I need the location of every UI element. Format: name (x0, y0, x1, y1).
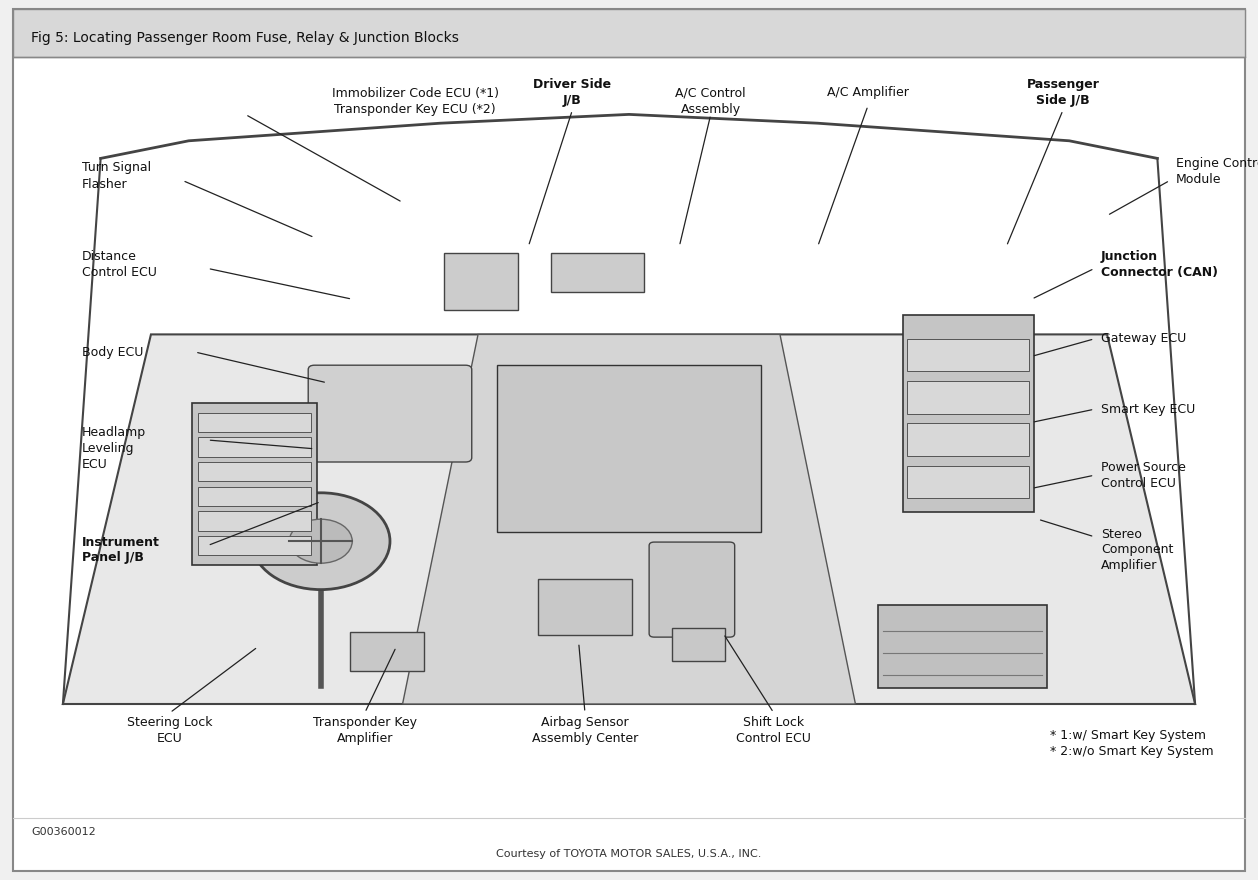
Text: A/C Control
Assembly: A/C Control Assembly (676, 87, 746, 115)
FancyBboxPatch shape (903, 315, 1034, 512)
Polygon shape (403, 334, 855, 704)
FancyBboxPatch shape (198, 487, 311, 506)
FancyBboxPatch shape (907, 423, 1029, 456)
Polygon shape (63, 334, 1195, 704)
FancyBboxPatch shape (649, 542, 735, 637)
Text: Transponder Key
Amplifier: Transponder Key Amplifier (313, 716, 416, 744)
Text: Headlamp
Leveling
ECU: Headlamp Leveling ECU (82, 426, 146, 472)
Text: Courtesy of TOYOTA MOTOR SALES, U.S.A., INC.: Courtesy of TOYOTA MOTOR SALES, U.S.A., … (497, 848, 761, 859)
FancyBboxPatch shape (192, 403, 317, 565)
FancyBboxPatch shape (497, 365, 761, 532)
Text: A/C Amplifier: A/C Amplifier (827, 86, 910, 99)
FancyBboxPatch shape (198, 462, 311, 481)
Text: Steering Lock
ECU: Steering Lock ECU (127, 716, 213, 744)
FancyBboxPatch shape (907, 339, 1029, 371)
Text: Gateway ECU: Gateway ECU (1101, 333, 1186, 345)
Text: Fig 5: Locating Passenger Room Fuse, Relay & Junction Blocks: Fig 5: Locating Passenger Room Fuse, Rel… (31, 31, 459, 45)
FancyBboxPatch shape (198, 511, 311, 531)
Text: Distance
Control ECU: Distance Control ECU (82, 250, 157, 278)
Text: G00360012: G00360012 (31, 826, 96, 837)
Text: Instrument
Panel J/B: Instrument Panel J/B (82, 536, 160, 564)
Text: Immobilizer Code ECU (*1)
Transponder Key ECU (*2): Immobilizer Code ECU (*1) Transponder Ke… (332, 87, 498, 115)
FancyBboxPatch shape (538, 579, 632, 635)
Text: Driver Side
J/B: Driver Side J/B (533, 78, 611, 106)
FancyBboxPatch shape (198, 536, 311, 555)
FancyBboxPatch shape (198, 413, 311, 432)
Circle shape (252, 493, 390, 590)
Text: Shift Lock
Control ECU: Shift Lock Control ECU (736, 716, 811, 744)
FancyBboxPatch shape (350, 632, 424, 671)
Text: Airbag Sensor
Assembly Center: Airbag Sensor Assembly Center (532, 716, 638, 744)
Text: Stereo
Component
Amplifier: Stereo Component Amplifier (1101, 527, 1174, 573)
Text: Turn Signal
Flasher: Turn Signal Flasher (82, 162, 151, 190)
FancyBboxPatch shape (198, 437, 311, 457)
FancyBboxPatch shape (878, 605, 1047, 688)
FancyBboxPatch shape (551, 253, 644, 292)
Circle shape (289, 519, 352, 563)
Text: Power Source
Control ECU: Power Source Control ECU (1101, 461, 1185, 489)
Text: Body ECU: Body ECU (82, 346, 143, 358)
FancyBboxPatch shape (444, 253, 518, 310)
FancyBboxPatch shape (907, 466, 1029, 498)
Text: Engine Control
Module: Engine Control Module (1176, 158, 1258, 186)
Text: * 1:w/ Smart Key System
* 2:w/o Smart Key System: * 1:w/ Smart Key System * 2:w/o Smart Ke… (1050, 730, 1214, 758)
FancyBboxPatch shape (907, 381, 1029, 414)
Text: Passenger
Side J/B: Passenger Side J/B (1027, 78, 1099, 106)
FancyBboxPatch shape (308, 365, 472, 462)
Text: Smart Key ECU: Smart Key ECU (1101, 403, 1195, 415)
FancyBboxPatch shape (672, 628, 725, 661)
Text: Junction
Connector (CAN): Junction Connector (CAN) (1101, 250, 1218, 278)
